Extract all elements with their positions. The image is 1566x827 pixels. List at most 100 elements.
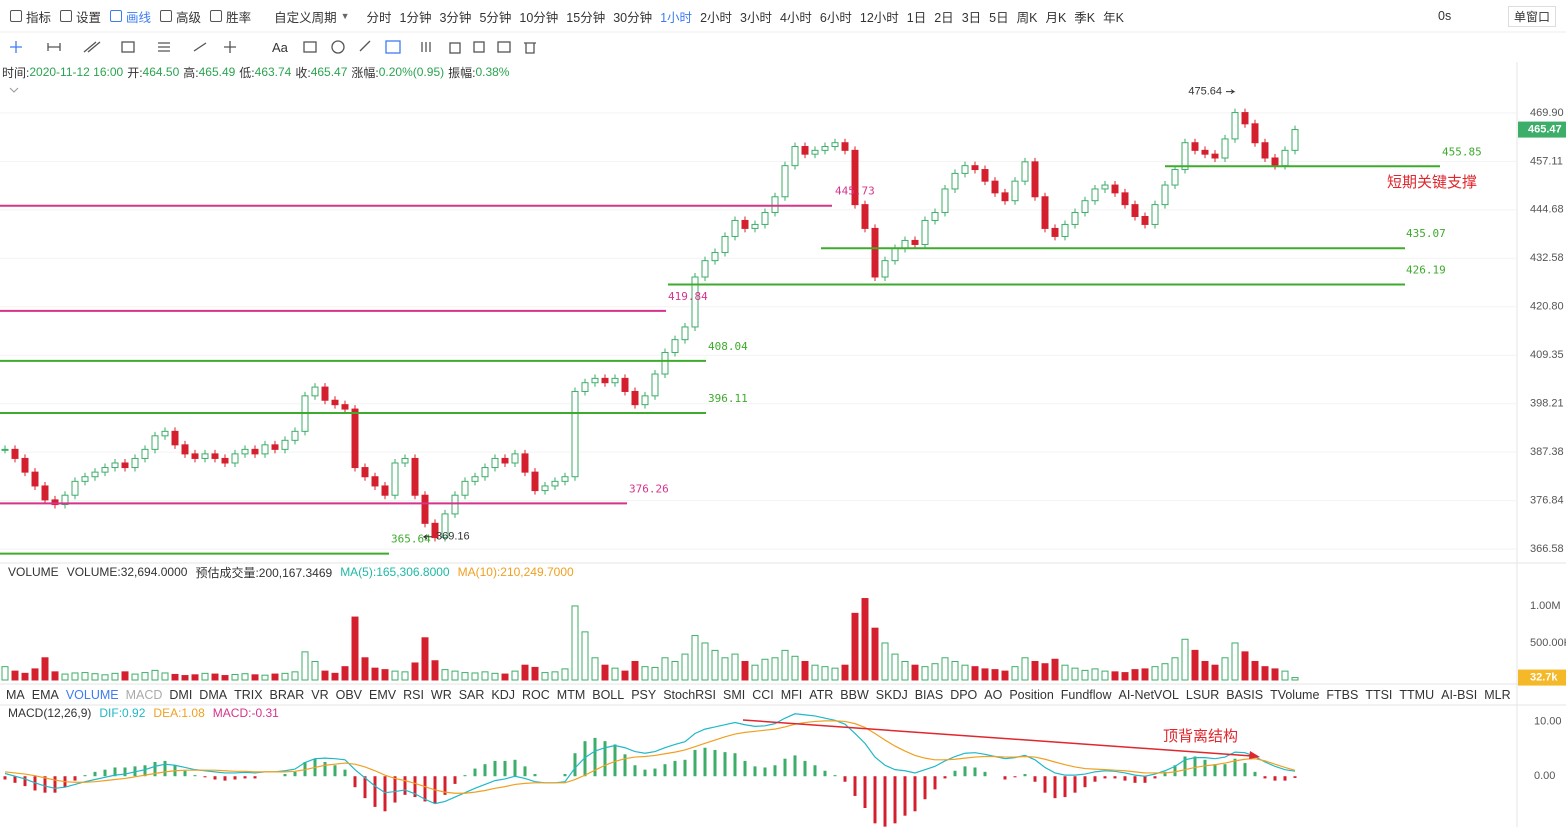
volume-bar	[1231, 642, 1239, 681]
tool[interactable]: 设置	[60, 7, 101, 26]
period[interactable]: 6小时	[819, 10, 852, 25]
support-label: 短期关键支撑	[1387, 174, 1477, 191]
volume-bar	[1051, 658, 1059, 681]
indicator-tab[interactable]: OBV	[335, 688, 363, 702]
candle	[1131, 204, 1139, 217]
indicator-tab[interactable]: PSY	[631, 688, 657, 702]
volume-bar	[401, 671, 409, 681]
period[interactable]: 4小时	[779, 10, 812, 25]
indicator-tab[interactable]: BBW	[840, 688, 869, 702]
period[interactable]: 5日	[989, 10, 1009, 25]
candle	[241, 448, 249, 455]
volume-bar	[191, 674, 199, 681]
indicator-tab[interactable]: MACD	[125, 688, 163, 702]
volume-bar	[321, 670, 329, 681]
volume-bar	[911, 664, 919, 681]
indicator-tab[interactable]: Fundflow	[1060, 688, 1112, 702]
indicator-tab[interactable]: TVolume	[1270, 688, 1320, 702]
indicator-tab[interactable]: MLR	[1484, 688, 1511, 702]
info-label: 开:	[127, 65, 143, 80]
indicator-tab[interactable]: BASIS	[1226, 688, 1264, 702]
volume-bar	[601, 664, 609, 681]
indicator-tab[interactable]: EMV	[369, 688, 397, 702]
indicator-tab[interactable]: BIAS	[914, 688, 944, 702]
period[interactable]: 2日	[934, 10, 954, 25]
indicator-tab[interactable]: SKDJ	[875, 688, 908, 702]
indicator-tab[interactable]: AI-BSI	[1441, 688, 1478, 702]
volume-bar	[31, 668, 39, 681]
period[interactable]: 1日	[906, 10, 927, 25]
window-select[interactable]: 单窗口	[1508, 6, 1557, 27]
indicator-tab[interactable]: DMA	[199, 688, 228, 702]
candle	[1181, 142, 1189, 171]
indicator-tab[interactable]: BRAR	[269, 688, 305, 702]
macd-value: MACD:-0.31	[212, 706, 279, 720]
candle	[261, 444, 269, 455]
indicator-tab[interactable]: KDJ	[491, 688, 516, 702]
candle	[531, 471, 539, 492]
indicator-tab[interactable]: MA	[6, 688, 25, 702]
period[interactable]: 12小时	[859, 10, 899, 25]
custom-period[interactable]: 自定义周期	[274, 10, 337, 25]
indicator-tab[interactable]: BOLL	[592, 688, 625, 702]
candle	[121, 462, 129, 469]
indicator-tab[interactable]: ROC	[522, 688, 550, 702]
period[interactable]: 季K	[1074, 10, 1096, 25]
period[interactable]: 2小时	[700, 10, 733, 25]
indicator-tab[interactable]: TTMU	[1399, 688, 1435, 702]
indicator-tab[interactable]: DMI	[169, 688, 193, 702]
indicator-tab[interactable]: ATR	[809, 688, 834, 702]
indicator-tab[interactable]: AO	[984, 688, 1003, 702]
indicator-tab[interactable]: RSI	[403, 688, 424, 702]
indicator-tab[interactable]: FTBS	[1326, 688, 1359, 702]
volume-bar	[781, 649, 789, 681]
tool[interactable]: 高级	[160, 7, 201, 26]
period[interactable]: 3日	[961, 10, 982, 25]
level-label: 445.73	[835, 185, 875, 198]
indicator-tab[interactable]: VOLUME	[65, 688, 119, 702]
indicator-tab[interactable]: MTM	[556, 688, 586, 702]
period[interactable]: 5分钟	[479, 10, 512, 25]
candle	[851, 149, 859, 206]
indicator-tab[interactable]: SMI	[722, 688, 746, 702]
indicator-tab[interactable]: TRIX	[234, 688, 263, 702]
volume-bar	[351, 616, 359, 681]
periods: 分时 1分钟 3分钟 5分钟 10分钟 15分钟 30分钟 1小时 2小时 3小时 4小时 6小时 12…	[366, 7, 1125, 26]
indicator-tab[interactable]: StochRSI	[663, 688, 716, 702]
indicator-tab[interactable]: SAR	[458, 688, 485, 702]
y-tick-label: 10.00	[1534, 715, 1562, 727]
indicator-tab[interactable]: AI-NetVOL	[1118, 688, 1179, 702]
volume-bar	[1041, 663, 1049, 681]
candle	[1001, 192, 1009, 202]
period[interactable]: 3分钟	[439, 10, 472, 25]
period[interactable]: 10分钟	[519, 10, 559, 25]
indicator-tab[interactable]: WR	[430, 688, 452, 702]
tool-label: 胜率	[226, 10, 252, 25]
period[interactable]: 30分钟	[613, 10, 653, 25]
period[interactable]: 周K	[1016, 10, 1038, 25]
indicator-tab[interactable]: EMA	[31, 688, 59, 702]
period[interactable]: 分时	[366, 10, 392, 25]
indicator-tab[interactable]: MFI	[780, 688, 803, 702]
period[interactable]: 15分钟	[566, 10, 606, 25]
tool[interactable]: 指标	[10, 7, 51, 26]
period[interactable]: 1小时	[660, 10, 693, 25]
tool[interactable]: 胜率	[210, 7, 251, 26]
period[interactable]: 月K	[1045, 10, 1067, 25]
candle	[491, 457, 499, 469]
y-tick-label: 500.00K	[1530, 637, 1566, 649]
volume-bar	[1281, 670, 1289, 681]
indicator-tab[interactable]: LSUR	[1185, 688, 1220, 702]
volume-bar	[1261, 666, 1269, 681]
indicator-tab[interactable]: CCI	[752, 688, 774, 702]
period[interactable]: 1分钟	[399, 10, 432, 25]
indicator-tab[interactable]: TTSI	[1365, 688, 1393, 702]
period[interactable]: 年K	[1103, 10, 1124, 25]
tool[interactable]: 画线	[110, 7, 151, 26]
indicator-tab[interactable]: Position	[1009, 688, 1054, 702]
indicator-tab[interactable]: VR	[311, 688, 329, 702]
text-tool[interactable]: Aa	[272, 39, 288, 55]
indicator-tab[interactable]: DPO	[950, 688, 978, 702]
info-value: 463.74	[254, 65, 292, 79]
period[interactable]: 3小时	[740, 10, 772, 25]
